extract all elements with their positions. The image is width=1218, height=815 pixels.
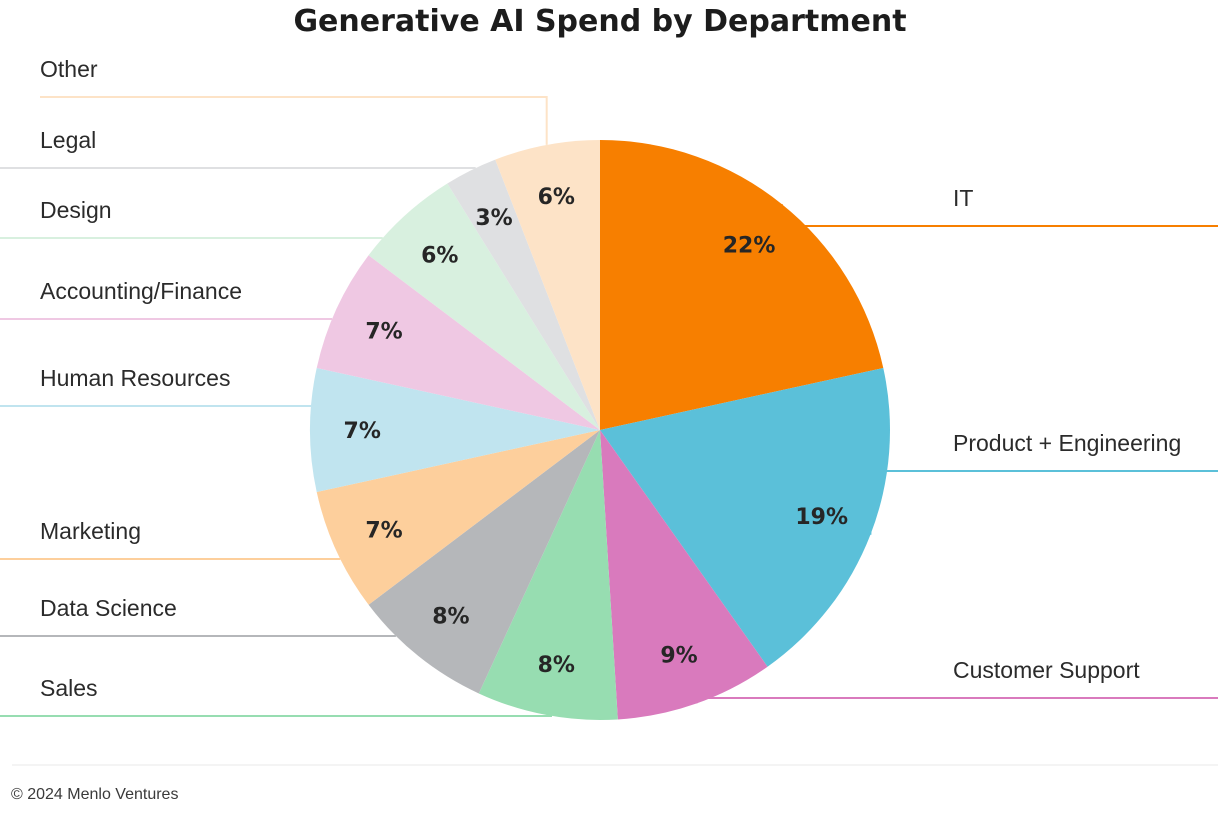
slice-sales	[478, 430, 618, 720]
slice-customer-support	[600, 430, 768, 720]
percent-labels: 22% 19% 9% 8% 8% 7% 7% 7% 6% 3% 6%	[344, 185, 849, 678]
category-labels: IT Product + Engineering Customer Support S…	[40, 56, 1181, 701]
category-label-sales: Sales	[40, 675, 98, 701]
leader-line-customer-support	[695, 697, 1218, 704]
slice-design	[368, 183, 600, 430]
category-label-legal: Legal	[40, 127, 96, 153]
pct-label-sales: 8%	[538, 653, 575, 678]
category-label-marketing: Marketing	[40, 518, 141, 544]
pct-label-marketing: 7%	[365, 518, 402, 543]
pct-label-legal: 3%	[475, 206, 512, 231]
slice-human-resources	[309, 367, 600, 493]
pct-label-customer-support: 9%	[660, 643, 697, 668]
slice-other	[495, 140, 600, 430]
slice-it	[600, 140, 884, 430]
slice-marketing	[316, 430, 600, 605]
chart-title: Generative AI Spend by Department	[293, 4, 906, 39]
category-label-customer-support: Customer Support	[953, 657, 1140, 683]
pie-slices	[309, 140, 891, 720]
pct-label-it: 22%	[723, 234, 776, 259]
category-label-human-resources: Human Resources	[40, 365, 230, 391]
pct-label-other: 6%	[538, 185, 575, 210]
category-label-product-engineering: Product + Engineering	[953, 430, 1181, 456]
category-label-it: IT	[953, 185, 973, 211]
leader-line-it	[780, 204, 1218, 227]
slice-data-science	[368, 430, 600, 694]
category-label-data-science: Data Science	[40, 595, 177, 621]
category-label-accounting-finance: Accounting/Finance	[40, 278, 242, 304]
leader-line-other	[40, 96, 548, 145]
leader-line-product-engineering	[869, 470, 1218, 535]
pct-label-accounting-finance: 7%	[365, 320, 402, 345]
category-label-design: Design	[40, 197, 112, 223]
pct-label-human-resources: 7%	[344, 419, 381, 444]
slice-accounting-finance	[316, 255, 600, 430]
category-label-other: Other	[40, 56, 98, 82]
pct-label-data-science: 8%	[432, 604, 469, 629]
slice-legal	[447, 159, 600, 430]
pct-label-design: 6%	[421, 243, 458, 268]
pct-label-product-engineering: 19%	[795, 505, 848, 530]
footer-copyright: © 2024 Menlo Ventures	[11, 786, 178, 803]
slice-product-engineering	[600, 367, 891, 667]
